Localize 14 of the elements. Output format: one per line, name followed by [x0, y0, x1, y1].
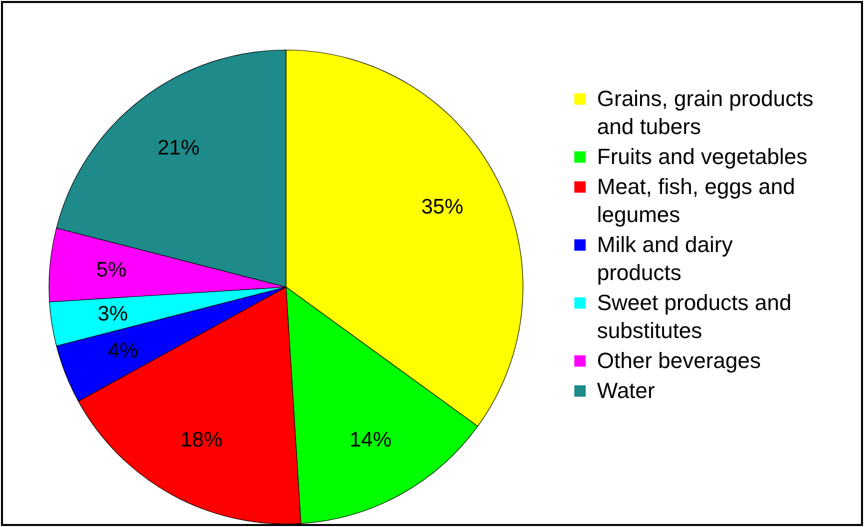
legend-label: Grains, grain products and tubers — [597, 86, 814, 139]
legend-label: Other beverages — [597, 348, 761, 373]
data-label: 14% — [349, 428, 392, 452]
data-label: 35% — [421, 195, 464, 218]
data-label: 4% — [108, 340, 138, 363]
legend-label: Fruits and vegetables — [597, 144, 808, 169]
legend-label: Water — [597, 378, 655, 403]
data-label: 21% — [157, 136, 200, 160]
data-label: 18% — [180, 428, 223, 452]
data-label: 5% — [96, 258, 127, 282]
data-label: 3% — [98, 302, 128, 326]
legend-label: Sweet products and substitutes — [597, 290, 792, 343]
legend-label: Milk and dairy products — [597, 232, 733, 285]
legend-label: Meat, fish, eggs and legumes — [597, 174, 796, 227]
